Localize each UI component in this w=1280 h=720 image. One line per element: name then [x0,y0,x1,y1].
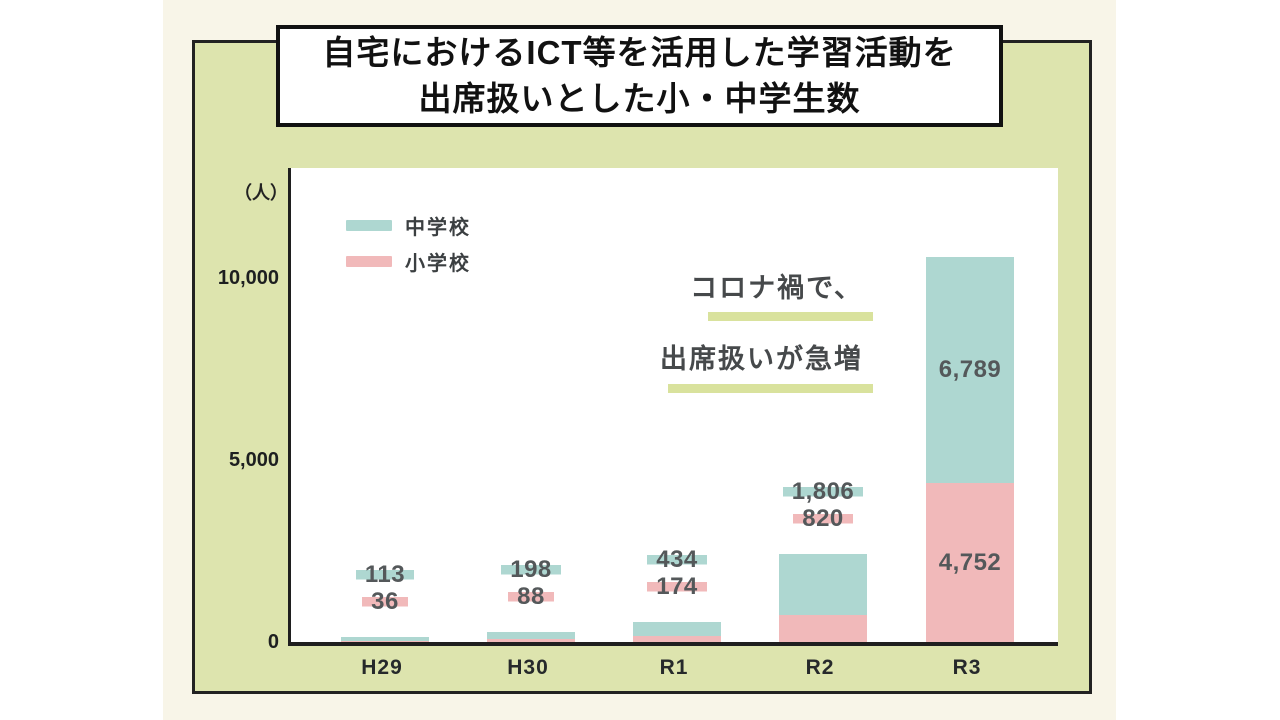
chart-legend: 中学校 小学校 [346,207,471,279]
annotation-block: コロナ禍で、 出席扱いが急増 [553,266,873,393]
bar-segment-junior-high-H30 [487,632,575,640]
x-axis-label-H30: H30 [507,656,549,679]
annotation-line-2: 出席扱いが急増 [660,344,863,374]
bar-segment-junior-high-H29 [341,637,429,641]
bar-H29 [341,637,429,642]
legend-item-elementary: 小学校 [346,243,471,279]
chart-title-line-1: 自宅におけるICT等を活用した学習活動を [322,34,957,72]
bar-R3 [926,256,1014,642]
y-tick-label-5000: 5,000 [228,449,279,471]
bar-segment-junior-high-R1 [633,621,721,637]
x-axis-label-R3: R3 [952,656,982,679]
annotation-line-1: コロナ禍で、 [690,273,863,303]
legend-label-elementary: 小学校 [405,252,471,275]
value-labels-H30: 198 88 [451,556,611,611]
value-labels-R2: 1,806 820 [743,478,903,533]
bar-H30 [487,632,575,642]
x-axis-label-R1: R1 [659,656,689,679]
x-axis-label-R2: R2 [805,656,835,679]
legend-label-junior-high: 中学校 [405,216,471,239]
bar-segment-junior-high-R3 [926,256,1014,484]
value-label-junior-high-H29: 113 [305,561,465,589]
bar-R2 [779,554,867,642]
bar-segment-elementary-R3 [926,483,1014,642]
y-axis-unit-label: （人） [234,183,288,203]
annotation-underline-2 [668,384,873,393]
bar-segment-elementary-R1 [633,636,721,642]
bar-segment-elementary-R2 [779,614,867,642]
value-label-elementary-H30: 88 [451,583,611,611]
x-axis-label-H29: H29 [361,656,403,679]
value-label-elementary-R1: 174 [597,572,757,600]
bar-R1 [633,621,721,642]
value-label-elementary-H29: 36 [305,588,465,616]
plot-area: 中学校 小学校 コロナ禍で、 出席扱いが急増 113 36 198 88 434 174 1… [218,168,1058,653]
value-label-junior-high-R2: 1,806 [743,478,903,506]
value-label-junior-high-R3: 6,789 [938,355,1002,383]
legend-swatch-junior-high [346,219,392,231]
value-labels-H29: 113 36 [305,561,465,616]
value-label-junior-high-H30: 198 [451,556,611,584]
chart-title-line-2: 出席扱いとした小・中学生数 [418,80,861,117]
annotation-underline-1 [708,312,873,321]
bar-segment-junior-high-R2 [779,554,867,615]
bar-segment-elementary-H30 [487,639,575,642]
value-labels-R1: 434 174 [597,545,757,600]
y-tick-label-0: 0 [267,631,279,653]
legend-item-junior-high: 中学校 [346,207,471,243]
legend-swatch-elementary [346,255,392,267]
value-label-elementary-R3: 4,752 [938,548,1002,576]
y-tick-label-10000: 10,000 [217,267,279,289]
chart-title-box: 自宅におけるICT等を活用した学習活動を 出席扱いとした小・中学生数 [276,25,1003,127]
bar-segment-elementary-H29 [341,640,429,642]
value-label-junior-high-R1: 434 [597,545,757,573]
value-label-elementary-R2: 820 [743,505,903,533]
